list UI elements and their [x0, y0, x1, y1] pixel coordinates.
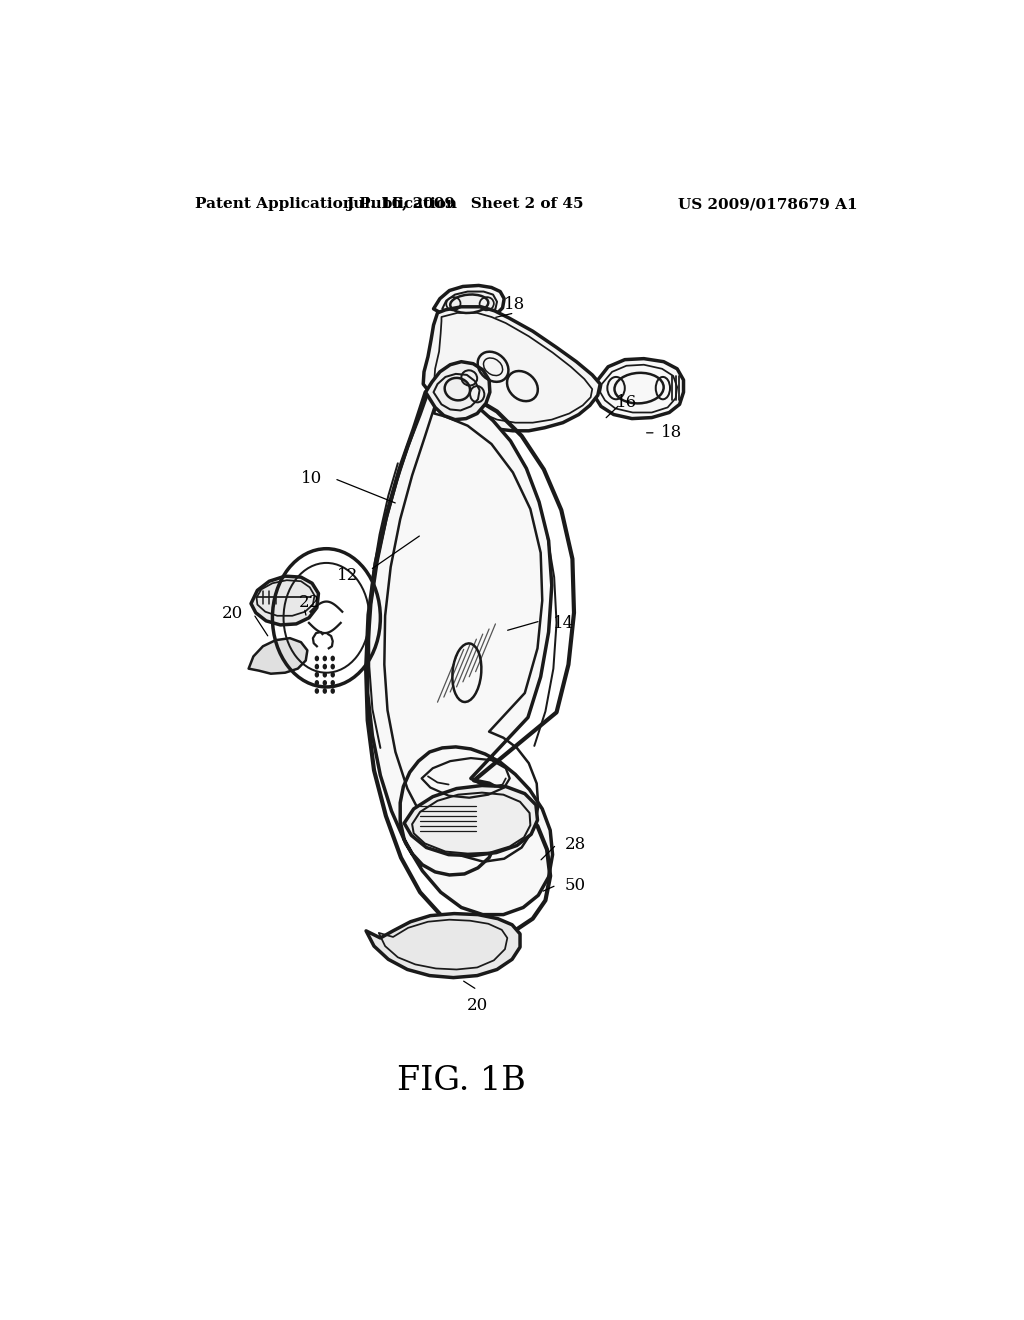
- Polygon shape: [442, 292, 497, 317]
- Text: 22: 22: [299, 594, 319, 611]
- Polygon shape: [251, 576, 318, 624]
- Circle shape: [323, 680, 327, 685]
- Circle shape: [323, 656, 327, 661]
- Circle shape: [323, 672, 327, 677]
- Text: US 2009/0178679 A1: US 2009/0178679 A1: [679, 197, 858, 211]
- Polygon shape: [367, 913, 520, 978]
- Circle shape: [314, 656, 319, 661]
- Polygon shape: [433, 285, 504, 319]
- Text: 14: 14: [553, 615, 573, 632]
- Text: Jul. 16, 2009   Sheet 2 of 45: Jul. 16, 2009 Sheet 2 of 45: [346, 197, 584, 211]
- Text: 18: 18: [662, 424, 683, 441]
- Text: FIG. 1B: FIG. 1B: [397, 1065, 525, 1097]
- Circle shape: [331, 688, 335, 694]
- Text: 28: 28: [564, 836, 586, 853]
- Polygon shape: [368, 392, 553, 915]
- Circle shape: [314, 664, 319, 669]
- Text: 20: 20: [467, 997, 487, 1014]
- Circle shape: [314, 672, 319, 677]
- Circle shape: [323, 688, 327, 694]
- Text: 20: 20: [222, 606, 243, 622]
- Circle shape: [314, 680, 319, 685]
- Circle shape: [314, 688, 319, 694]
- Circle shape: [323, 664, 327, 669]
- Polygon shape: [595, 359, 684, 418]
- Polygon shape: [404, 785, 538, 855]
- Circle shape: [331, 656, 335, 661]
- Text: Patent Application Publication: Patent Application Publication: [196, 197, 458, 211]
- Text: 50: 50: [564, 876, 586, 894]
- Text: 18: 18: [504, 296, 525, 313]
- Polygon shape: [426, 362, 489, 420]
- Circle shape: [331, 664, 335, 669]
- Polygon shape: [249, 638, 307, 673]
- Text: 12: 12: [337, 566, 358, 583]
- Circle shape: [331, 680, 335, 685]
- Text: 16: 16: [616, 393, 637, 411]
- Text: 10: 10: [301, 470, 323, 487]
- Polygon shape: [423, 306, 600, 430]
- Circle shape: [331, 672, 335, 677]
